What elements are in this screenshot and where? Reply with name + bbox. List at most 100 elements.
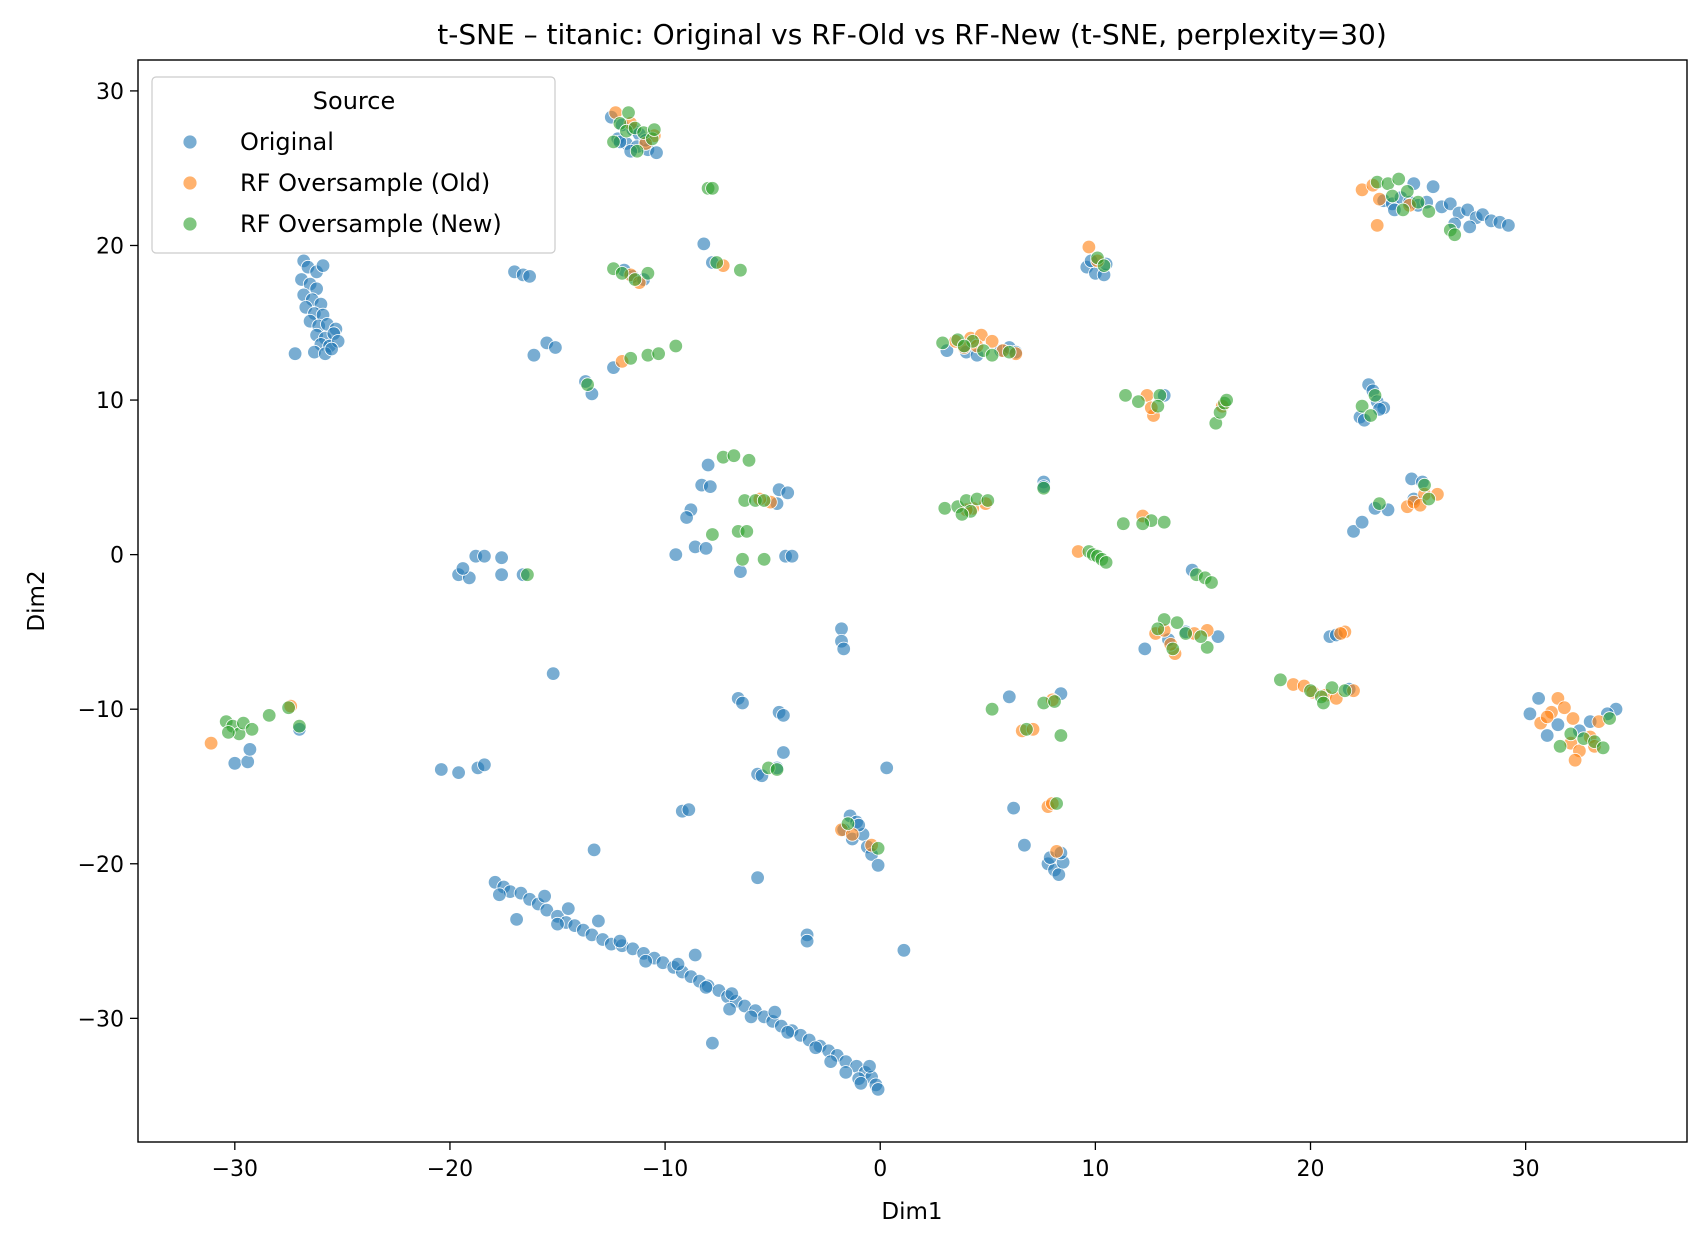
scatter-point — [1131, 394, 1146, 409]
scatter-point — [477, 549, 492, 564]
scatter-point — [840, 816, 856, 831]
scatter-point — [621, 105, 636, 120]
scatter-point — [520, 567, 535, 582]
scatter-point — [1096, 258, 1112, 273]
scatter-point — [696, 236, 712, 252]
scatter-point — [709, 255, 724, 270]
scatter-point — [870, 1082, 886, 1097]
scatter-point — [1165, 641, 1181, 657]
scatter-point — [1303, 683, 1318, 698]
scatter-point — [292, 719, 307, 734]
scatter-point — [688, 947, 703, 963]
y-tick-label: −30 — [78, 1007, 124, 1032]
scatter-point — [1193, 629, 1209, 644]
scatter-point — [767, 1005, 783, 1020]
scatter-point — [262, 708, 277, 723]
scatter-point — [870, 841, 886, 856]
scatter-point — [1199, 640, 1215, 655]
scatter-point — [651, 346, 666, 361]
x-tick-label: −20 — [427, 1157, 473, 1182]
scatter-point — [1462, 219, 1477, 235]
scatter-point — [1550, 717, 1566, 732]
scatter-point — [281, 700, 296, 715]
scatter-point — [698, 541, 714, 556]
legend-marker — [182, 216, 198, 232]
scatter-point — [700, 457, 716, 473]
scatter-point — [1049, 844, 1064, 859]
scatter-point — [703, 479, 718, 494]
scatter-point — [1417, 477, 1432, 493]
scatter-point — [1019, 722, 1034, 737]
scatter-point — [1324, 680, 1340, 695]
scatter-point — [287, 346, 303, 361]
scatter-point — [315, 258, 331, 273]
scatter-point — [1602, 711, 1617, 726]
scatter-point — [1410, 194, 1426, 210]
scatter-point — [780, 485, 795, 501]
scatter-point — [1047, 694, 1062, 709]
scatter-point — [203, 736, 219, 751]
scatter-point — [670, 957, 686, 972]
scatter-point — [1098, 555, 1114, 570]
scatter-point — [862, 1059, 877, 1074]
scatter-point — [1081, 239, 1097, 255]
scatter-point — [640, 266, 656, 281]
scatter-point — [451, 765, 466, 780]
scatter-point — [838, 1065, 854, 1080]
scatter-point — [1169, 615, 1185, 630]
scatter-point — [1367, 388, 1383, 403]
scatter-point — [455, 561, 471, 576]
scatter-point — [668, 547, 684, 562]
scatter-point — [1539, 709, 1555, 725]
scatter-point — [522, 269, 537, 284]
series-3 — [218, 105, 1617, 856]
legend-box — [151, 76, 556, 254]
scatter-point — [780, 1025, 795, 1040]
scatter-point — [1118, 388, 1133, 403]
scatter-point — [750, 870, 765, 885]
scatter-point — [823, 1054, 838, 1069]
y-tick-label: −10 — [78, 698, 124, 723]
x-tick-label: 10 — [1081, 1157, 1109, 1182]
scatter-point — [756, 552, 772, 567]
points-layer — [203, 105, 1624, 1097]
scatter-point — [1552, 739, 1568, 754]
scatter-point — [705, 527, 720, 542]
scatter-point — [1333, 626, 1348, 641]
scatter-point — [808, 1040, 823, 1055]
scatter-point — [1116, 516, 1131, 531]
scatter-point — [870, 858, 886, 873]
scatter-point — [580, 377, 595, 392]
scatter-point — [724, 986, 740, 1001]
scatter-point — [735, 695, 750, 711]
scatter-point — [1363, 408, 1378, 423]
scatter-point — [1135, 516, 1150, 531]
scatter-point — [1049, 796, 1064, 811]
scatter-point — [1395, 202, 1411, 218]
scatter-point — [539, 902, 555, 918]
scatter-point — [896, 943, 912, 958]
scatter-point — [494, 567, 509, 582]
scatter-point — [494, 550, 509, 565]
scatter-point — [1563, 726, 1579, 742]
scatter-point — [1501, 218, 1516, 233]
scatter-point — [937, 501, 953, 516]
scatter-point — [735, 552, 750, 567]
scatter-point — [1539, 728, 1555, 743]
scatter-point — [1443, 196, 1458, 212]
scatter-point — [629, 143, 645, 159]
scatter-point — [1346, 524, 1361, 539]
scatter-point — [492, 887, 507, 902]
scatter-point — [1400, 184, 1415, 199]
scatter-point — [834, 621, 849, 637]
scatter-point — [776, 745, 791, 760]
scatter-point — [612, 933, 628, 949]
scatter-point — [606, 134, 621, 150]
scatter-point — [1421, 491, 1437, 507]
scatter-point — [1447, 227, 1462, 242]
scatter-point — [240, 754, 255, 770]
x-tick-label: −10 — [642, 1157, 688, 1182]
y-tick-label: 30 — [96, 80, 124, 105]
legend-entry-label: RF Oversample (Old) — [240, 169, 490, 197]
